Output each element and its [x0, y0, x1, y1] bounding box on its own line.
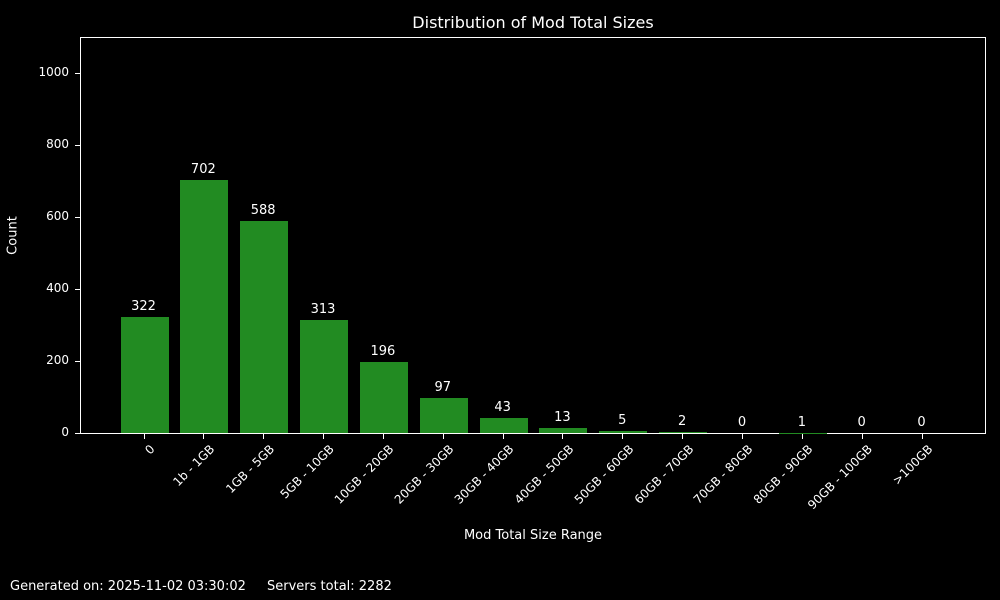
bar	[659, 432, 708, 433]
bar-value-label: 196	[370, 344, 396, 360]
x-axis-tick-mark	[323, 434, 325, 439]
y-tick-label: 400	[46, 281, 69, 295]
bar-value-label: 588	[250, 203, 276, 219]
bar-value-label: 0	[857, 415, 866, 430]
x-axis-tick-mark	[382, 434, 384, 439]
x-axis-tick-mark	[203, 434, 205, 439]
x-axis-tick-mark	[622, 434, 624, 439]
x-axis-tick-mark	[801, 434, 803, 439]
x-tick-label: 1GB - 5GB	[223, 442, 278, 496]
y-axis-tick-mark	[75, 73, 80, 74]
x-tick-label: 0	[142, 442, 158, 458]
bar	[599, 431, 648, 433]
footer-generated-text: Generated on: 2025-11-02 03:30:02	[10, 579, 246, 594]
x-axis-tick-mark	[143, 434, 145, 439]
x-tick-label: 40GB - 50GB	[511, 442, 577, 507]
bar	[359, 362, 408, 433]
y-tick-label: 800	[46, 137, 69, 151]
bar-value-label: 0	[917, 415, 926, 430]
x-axis-label: Mod Total Size Range	[463, 528, 603, 543]
y-axis-tick-mark	[75, 289, 80, 290]
y-tick-label: 600	[46, 209, 69, 223]
bar	[419, 398, 468, 433]
x-tick-label: 80GB - 90GB	[750, 442, 816, 507]
x-tick-label: 5GB - 10GB	[277, 442, 337, 502]
x-axis-tick-mark	[442, 434, 444, 439]
bar	[120, 317, 169, 433]
x-tick-label: 60GB - 70GB	[631, 442, 697, 507]
y-axis-label: Count	[5, 216, 21, 255]
footer-servers-total-text: Servers total: 2282	[267, 579, 392, 594]
bar	[479, 417, 528, 433]
x-tick-label: 1b - 1GB	[170, 442, 218, 489]
bar-value-label: 1	[797, 414, 806, 430]
chart-title: Distribution of Mod Total Sizes	[412, 13, 654, 32]
plot-area	[80, 37, 986, 434]
x-axis-tick-mark	[861, 434, 863, 439]
bar	[300, 320, 349, 433]
x-axis-tick-mark	[742, 434, 743, 439]
x-tick-label: >100GB	[889, 442, 936, 488]
bar	[180, 180, 229, 433]
y-axis-tick-mark	[75, 217, 80, 218]
bar-value-label: 313	[310, 302, 336, 318]
bar-value-label: 5	[618, 413, 627, 429]
x-axis-tick-mark	[502, 434, 504, 439]
bar	[240, 221, 289, 433]
x-tick-label: 30GB - 40GB	[451, 442, 517, 507]
x-tick-label: 50GB - 60GB	[571, 442, 637, 507]
bar-value-label: 97	[434, 380, 452, 396]
x-tick-label: 70GB - 80GB	[691, 442, 756, 507]
bar-value-label: 2	[678, 414, 687, 430]
y-axis-tick-mark	[75, 433, 80, 434]
y-axis-tick-mark	[75, 145, 80, 146]
bar-value-label: 322	[131, 299, 156, 315]
bar-value-label: 0	[737, 415, 747, 430]
y-axis-tick-mark	[75, 361, 80, 362]
bar-value-label: 43	[494, 399, 511, 415]
bar-value-label: 13	[554, 410, 571, 426]
x-tick-label: 90GB - 100GB	[805, 442, 876, 513]
footer: Generated on: 2025-11-02 03:30:02 Server…	[10, 579, 392, 594]
x-axis-tick-mark	[263, 434, 265, 439]
x-tick-label: 10GB - 20GB	[332, 442, 397, 507]
y-tick-label: 1000	[38, 65, 69, 79]
x-axis-tick-mark	[682, 434, 684, 439]
x-axis-tick-mark	[562, 434, 564, 439]
x-tick-label: 20GB - 30GB	[391, 442, 457, 507]
y-tick-label: 200	[46, 353, 69, 367]
x-axis-tick-mark	[921, 434, 923, 439]
y-tick-label: 0	[61, 425, 69, 439]
bar-value-label: 702	[190, 162, 216, 178]
bar	[539, 428, 588, 433]
